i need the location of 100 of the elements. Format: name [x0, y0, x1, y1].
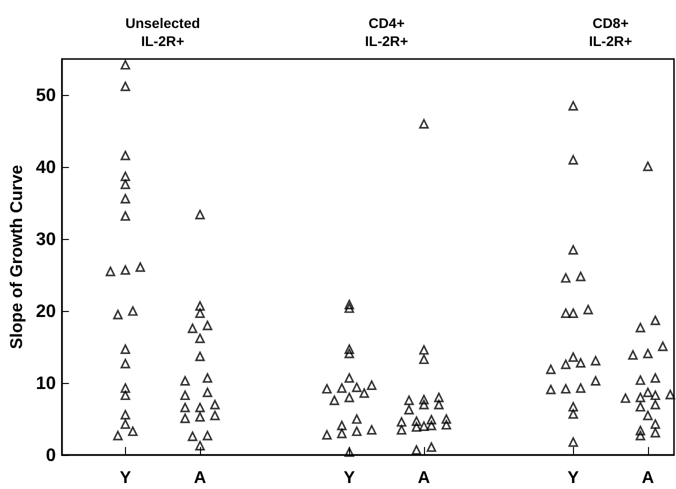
x-tick-label: A	[418, 468, 430, 487]
point	[202, 430, 212, 440]
point	[120, 82, 130, 92]
point	[352, 426, 362, 436]
point	[113, 310, 123, 320]
y-axis-title: Slope of Growth Curve	[7, 164, 26, 350]
point	[636, 392, 646, 402]
point	[202, 373, 212, 383]
point	[636, 402, 646, 412]
point	[620, 393, 630, 403]
point	[576, 272, 586, 282]
point	[337, 428, 347, 438]
point	[120, 194, 130, 204]
point	[643, 410, 653, 420]
point	[442, 420, 452, 430]
point	[665, 390, 676, 400]
y-tick-label: 20	[36, 301, 56, 321]
point	[195, 440, 205, 450]
point	[568, 155, 578, 165]
point	[344, 303, 354, 313]
point	[195, 412, 205, 422]
text: CD4+ IL-2R+	[365, 15, 408, 49]
point	[568, 245, 578, 255]
point	[658, 341, 668, 352]
point	[195, 352, 205, 362]
point	[359, 388, 370, 398]
point	[650, 419, 660, 429]
point	[560, 359, 571, 370]
point	[344, 300, 354, 310]
point	[120, 150, 130, 160]
point	[636, 426, 646, 436]
point	[195, 402, 205, 412]
point	[135, 262, 146, 272]
point	[366, 380, 376, 390]
point	[412, 445, 422, 455]
point	[404, 404, 414, 414]
point	[106, 266, 116, 276]
point	[180, 413, 190, 424]
point	[120, 383, 130, 393]
point	[568, 101, 578, 111]
point	[344, 344, 354, 354]
point	[120, 344, 130, 354]
point	[352, 414, 362, 424]
point	[636, 322, 646, 332]
point	[590, 376, 600, 386]
point	[426, 414, 436, 425]
point	[195, 301, 205, 311]
point	[419, 421, 429, 431]
point	[628, 350, 638, 360]
point	[120, 211, 130, 221]
x-tick-label: Y	[568, 468, 580, 487]
point	[546, 384, 556, 394]
point	[568, 402, 578, 412]
point	[412, 416, 422, 426]
y-tick-label: 30	[36, 229, 56, 249]
point	[322, 430, 332, 440]
point	[344, 392, 354, 402]
y-tick-label: 0	[46, 445, 56, 465]
point	[188, 431, 198, 442]
point	[583, 304, 593, 314]
point	[636, 375, 646, 385]
point	[202, 320, 212, 330]
point	[568, 437, 578, 447]
point	[576, 383, 586, 393]
point	[650, 428, 660, 438]
point	[195, 308, 205, 318]
point	[636, 430, 646, 440]
point	[568, 409, 578, 419]
point	[120, 419, 130, 429]
point	[120, 410, 130, 420]
point	[419, 400, 429, 410]
point	[120, 265, 130, 275]
point	[650, 316, 660, 326]
x-tick-label: Y	[344, 468, 356, 487]
text: CD8+ IL-2R+	[588, 15, 632, 49]
point	[426, 420, 436, 430]
point	[426, 442, 436, 452]
point	[202, 388, 212, 398]
point	[120, 60, 130, 70]
point	[120, 172, 130, 182]
point	[128, 426, 138, 436]
point	[412, 422, 422, 432]
point	[344, 348, 354, 358]
point	[120, 358, 130, 368]
point	[419, 345, 429, 355]
point	[180, 390, 190, 400]
point	[560, 273, 571, 283]
y-tick-label: 10	[36, 373, 56, 393]
point	[396, 425, 406, 435]
point	[590, 356, 600, 366]
point	[404, 395, 414, 406]
point	[344, 447, 354, 457]
point	[419, 354, 429, 364]
point	[560, 308, 571, 318]
point	[337, 420, 347, 430]
point	[434, 400, 444, 410]
point	[650, 390, 660, 400]
point	[128, 306, 138, 316]
point	[576, 358, 586, 368]
point	[344, 373, 354, 383]
